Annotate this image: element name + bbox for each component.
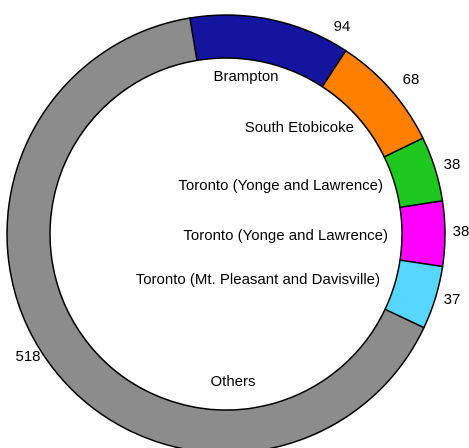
category-label: South Etobicoke [245, 119, 354, 136]
category-label: Toronto (Mt. Pleasant and Davisville) [136, 271, 380, 288]
value-label: 518 [15, 348, 40, 365]
donut-segment [399, 199, 446, 268]
donut-segment [321, 49, 424, 158]
category-label: Others [210, 373, 255, 390]
value-label: 94 [334, 18, 351, 35]
value-label: 68 [403, 71, 420, 88]
value-label: 37 [444, 291, 461, 308]
category-label: Brampton [213, 68, 278, 85]
value-label: 38 [453, 223, 469, 240]
donut-segment [6, 17, 425, 448]
value-label: 38 [444, 156, 461, 173]
category-label: Toronto (Yonge and Lawrence) [183, 227, 388, 244]
category-label: Toronto (Yonge and Lawrence) [178, 177, 383, 194]
